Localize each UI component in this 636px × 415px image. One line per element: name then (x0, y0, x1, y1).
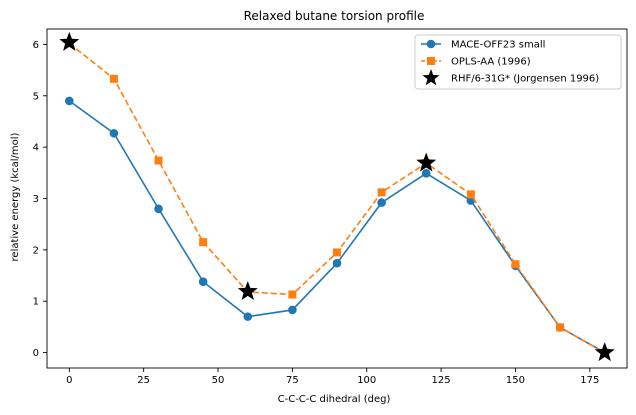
legend-label: RHF/6-31G* (Jorgensen 1996) (451, 74, 599, 85)
legend-item: MACE-OFF23 small (421, 40, 545, 51)
legend-marker (426, 39, 436, 49)
y-axis-label: relative energy (kcal/mol) (10, 132, 21, 261)
legend-item: OPLS-AA (1996) (421, 57, 531, 68)
data-point (199, 238, 208, 247)
x-tick-label: 175 (580, 375, 599, 386)
legend-marker (422, 69, 440, 86)
data-point (511, 260, 520, 269)
data-point (154, 204, 163, 214)
legend-box (414, 34, 622, 90)
y-tick-label: 2 (33, 245, 39, 256)
data-point (333, 248, 341, 257)
x-tick-label: 0 (66, 375, 72, 386)
x-tick-label: 25 (137, 375, 150, 386)
data-point (65, 96, 74, 106)
data-point (109, 128, 119, 138)
series-line (68, 100, 606, 354)
data-point (59, 31, 80, 51)
legend-label: OPLS-AA (1996) (451, 57, 531, 68)
legend-label: MACE-OFF23 small (451, 40, 545, 51)
x-tick-label: 125 (432, 375, 451, 386)
y-tick-label: 5 (33, 91, 39, 102)
data-point (237, 280, 258, 300)
data-point (556, 323, 565, 332)
y-tick-label: 0 (33, 348, 39, 359)
legend-marker (427, 57, 435, 65)
data-point (466, 190, 475, 199)
data-point (243, 312, 253, 321)
x-tick-label: 150 (506, 375, 525, 386)
chart-title: Relaxed butane torsion profile (244, 9, 425, 23)
data-point (109, 74, 118, 83)
data-point (594, 342, 615, 362)
data-point (288, 290, 297, 299)
series-line (68, 42, 606, 354)
x-tick-label: 50 (212, 375, 225, 386)
data-point (377, 198, 386, 207)
y-tick-label: 1 (33, 297, 39, 308)
x-tick-label: 100 (357, 375, 376, 386)
data-point (198, 277, 208, 287)
data-point (377, 188, 386, 197)
axes: 0 25 50 75 100 125 150 175 0 1 2 3 4 5 6 (33, 28, 628, 386)
series-3 (59, 31, 615, 362)
x-axis-label: C-C-C-C dihedral (deg) (278, 394, 391, 405)
plot-area (59, 31, 615, 362)
data-point (416, 152, 437, 172)
y-tick-label: 4 (33, 143, 39, 154)
legend: MACE-OFF23 small OPLS-AA (1996) RHF/6-31G*… (414, 34, 622, 90)
series-1 (65, 96, 609, 357)
x-tick-label: 75 (286, 375, 299, 386)
legend-item: RHF/6-31G* (Jorgensen 1996) (422, 69, 599, 86)
data-point (421, 169, 431, 178)
y-tick-label: 3 (33, 194, 39, 205)
data-point (154, 156, 163, 165)
y-tick-label: 6 (33, 40, 39, 51)
data-point (288, 305, 297, 315)
data-point (332, 258, 342, 268)
